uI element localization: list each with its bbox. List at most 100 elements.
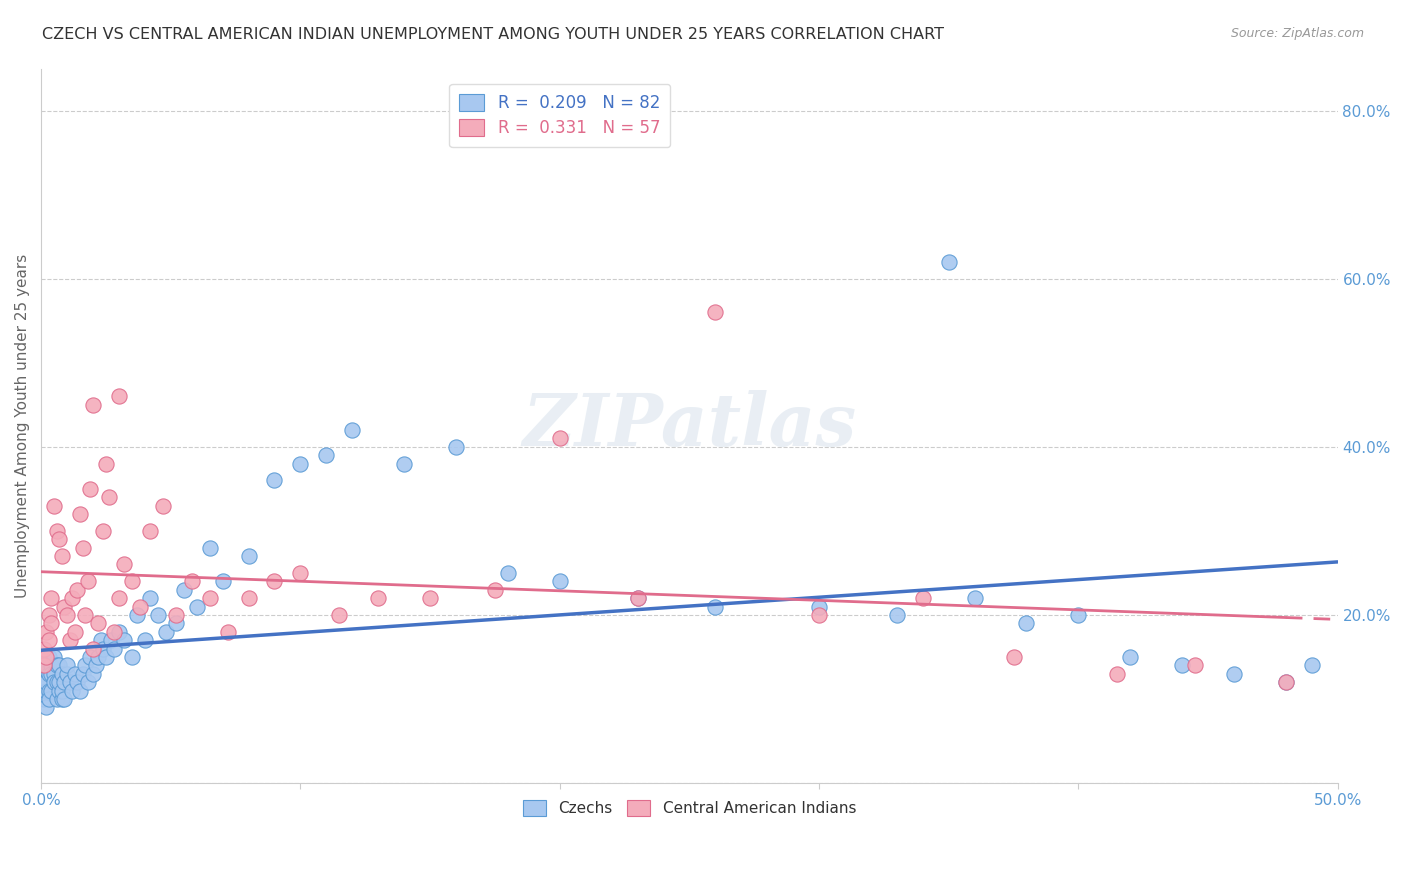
Point xyxy=(1002,649,1025,664)
Point xyxy=(56,658,79,673)
Point xyxy=(32,675,55,690)
Point xyxy=(139,591,162,606)
Point xyxy=(82,641,104,656)
Point xyxy=(108,389,131,403)
Point xyxy=(75,658,97,673)
Point xyxy=(186,599,208,614)
Point xyxy=(53,675,76,690)
Point xyxy=(419,591,441,606)
Point xyxy=(108,624,131,639)
Point xyxy=(38,666,60,681)
Point xyxy=(35,649,58,664)
Point xyxy=(103,641,125,656)
Point xyxy=(42,649,65,664)
Point xyxy=(59,633,82,648)
Point xyxy=(198,541,221,555)
Point xyxy=(45,692,67,706)
Point xyxy=(173,582,195,597)
Point xyxy=(87,649,110,664)
Point xyxy=(82,666,104,681)
Point xyxy=(938,255,960,269)
Point xyxy=(211,574,233,589)
Point xyxy=(32,641,55,656)
Point xyxy=(42,675,65,690)
Point xyxy=(97,490,120,504)
Point xyxy=(152,499,174,513)
Point xyxy=(155,624,177,639)
Point xyxy=(328,607,350,622)
Point xyxy=(87,616,110,631)
Point xyxy=(1171,658,1194,673)
Point xyxy=(60,591,83,606)
Point xyxy=(72,541,94,555)
Point xyxy=(1274,675,1296,690)
Point xyxy=(704,599,727,614)
Legend: Czechs, Central American Indians: Czechs, Central American Indians xyxy=(513,791,865,825)
Text: CZECH VS CENTRAL AMERICAN INDIAN UNEMPLOYMENT AMONG YOUTH UNDER 25 YEARS CORRELA: CZECH VS CENTRAL AMERICAN INDIAN UNEMPLO… xyxy=(42,27,945,42)
Point xyxy=(198,591,221,606)
Point xyxy=(60,683,83,698)
Point xyxy=(41,591,63,606)
Point xyxy=(1107,666,1129,681)
Point xyxy=(1184,658,1206,673)
Point xyxy=(42,666,65,681)
Point xyxy=(48,533,70,547)
Point xyxy=(392,457,415,471)
Point xyxy=(1223,666,1246,681)
Point xyxy=(134,633,156,648)
Point xyxy=(496,566,519,580)
Point xyxy=(69,507,91,521)
Point xyxy=(45,658,67,673)
Point xyxy=(128,599,150,614)
Y-axis label: Unemployment Among Youth under 25 years: Unemployment Among Youth under 25 years xyxy=(15,253,30,598)
Point xyxy=(38,683,60,698)
Point xyxy=(112,558,135,572)
Point xyxy=(704,305,727,319)
Point xyxy=(35,700,58,714)
Point xyxy=(1301,658,1323,673)
Point xyxy=(626,591,648,606)
Point xyxy=(146,607,169,622)
Point xyxy=(290,566,312,580)
Point xyxy=(911,591,934,606)
Point xyxy=(93,524,115,538)
Point xyxy=(45,524,67,538)
Point xyxy=(38,607,60,622)
Point xyxy=(484,582,506,597)
Point xyxy=(90,633,112,648)
Point xyxy=(51,666,73,681)
Point xyxy=(548,431,571,445)
Point xyxy=(165,607,187,622)
Point xyxy=(121,649,143,664)
Point xyxy=(139,524,162,538)
Point xyxy=(342,423,364,437)
Point xyxy=(38,633,60,648)
Point xyxy=(69,683,91,698)
Point xyxy=(45,675,67,690)
Text: Source: ZipAtlas.com: Source: ZipAtlas.com xyxy=(1230,27,1364,40)
Point xyxy=(53,692,76,706)
Point xyxy=(75,607,97,622)
Point xyxy=(51,692,73,706)
Point xyxy=(63,666,86,681)
Point xyxy=(84,658,107,673)
Point xyxy=(112,633,135,648)
Point xyxy=(63,624,86,639)
Point xyxy=(32,666,55,681)
Point xyxy=(263,474,285,488)
Point xyxy=(56,666,79,681)
Point xyxy=(963,591,986,606)
Point xyxy=(217,624,239,639)
Point xyxy=(42,499,65,513)
Point xyxy=(66,582,89,597)
Point xyxy=(444,440,467,454)
Point xyxy=(35,675,58,690)
Point xyxy=(315,448,337,462)
Point xyxy=(626,591,648,606)
Point xyxy=(108,591,131,606)
Point xyxy=(548,574,571,589)
Point xyxy=(290,457,312,471)
Point xyxy=(79,482,101,496)
Point xyxy=(35,683,58,698)
Point xyxy=(56,607,79,622)
